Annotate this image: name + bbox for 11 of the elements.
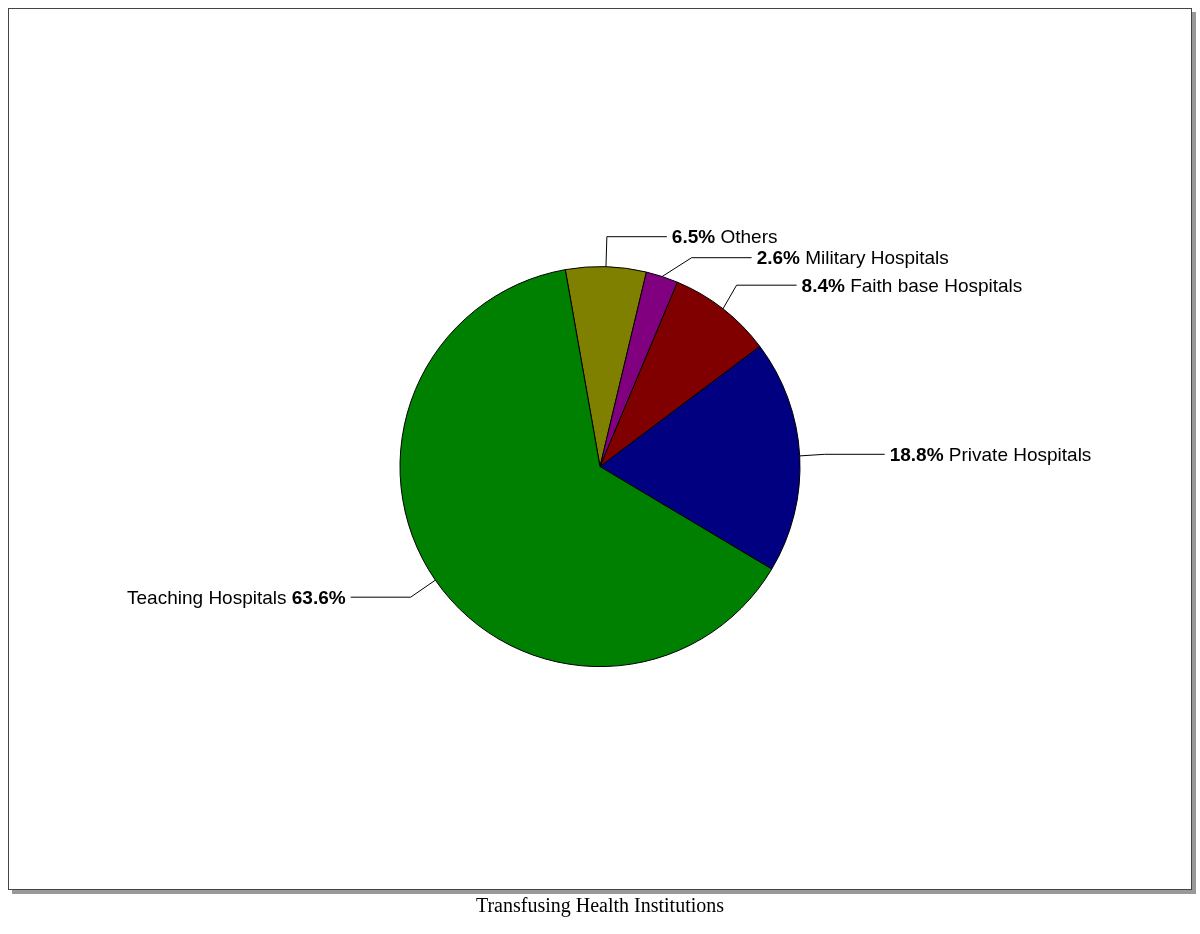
data-label: 18.8% <box>889 443 944 465</box>
slice-label: Teaching Hospitals <box>127 586 292 608</box>
data-label: 8.4% <box>801 274 845 296</box>
text: Transfusing Health Institutions <box>474 894 726 917</box>
slice-label: Military Hospitals <box>799 247 949 269</box>
data-label: 2.6% <box>756 247 801 269</box>
slice-label: Faith base Hospitals <box>844 274 1023 296</box>
data-label: 63.6% <box>291 586 346 608</box>
data-label: 6.5% <box>671 226 716 248</box>
slice-label: Private Hospitals <box>943 443 1092 465</box>
slice-label: Others <box>715 226 778 248</box>
